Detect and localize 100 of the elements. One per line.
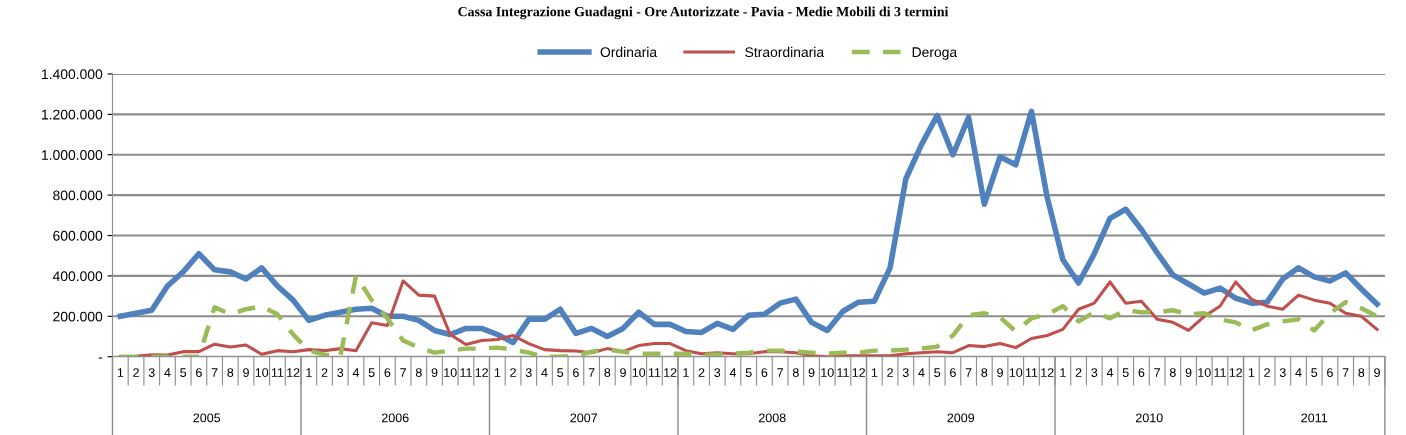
x-tick-label: 9 xyxy=(808,368,815,377)
text: 2008 xyxy=(758,413,786,423)
x-tick-label: 8 xyxy=(981,368,988,377)
x-tick-label: 3 xyxy=(902,368,909,377)
x-tick-label: 2 xyxy=(698,368,705,377)
x-tick-label: 6 xyxy=(384,368,391,377)
x-tick-label: 8 xyxy=(604,368,611,377)
x-tick-label: 3 xyxy=(1091,368,1098,377)
chart-title: Cassa Integrazione Guadagni - Ore Autorizzate - Pavia - Medie Mobili di 3 termini xyxy=(458,6,949,20)
x-tick-label: 10 xyxy=(255,368,269,377)
y-tick-label: 400.000 xyxy=(52,271,103,282)
x-tick-label: 2 xyxy=(1075,368,1082,377)
x-tick-label: 3 xyxy=(525,368,532,377)
y-tick-label: 800.000 xyxy=(53,190,103,201)
x-tick-label: 8 xyxy=(1358,368,1365,377)
x-tick-label: 9 xyxy=(620,368,626,377)
x-tick-label: 10 xyxy=(1009,368,1023,377)
legend-label: Straordinaria xyxy=(745,46,825,58)
x-tick-label: 1 xyxy=(1248,368,1255,377)
x-tick-label: 8 xyxy=(227,368,234,377)
x-tick-label: 12 xyxy=(1229,368,1242,377)
x-tick-label: 5 xyxy=(745,368,752,377)
x-tick-label: 7 xyxy=(777,368,783,377)
x-tick-label: 12 xyxy=(664,368,677,377)
x-tick-label: 1 xyxy=(871,368,878,377)
x-tick-label: 9 xyxy=(1374,368,1380,377)
x-tick-label: 7 xyxy=(965,368,972,377)
text: 2010 xyxy=(1136,413,1163,423)
y-tick-label: 1.200.000 xyxy=(42,109,103,120)
x-tick-label: 1 xyxy=(117,368,124,377)
x-tick-label: 7 xyxy=(1342,368,1349,377)
x-tick-label: 4 xyxy=(164,368,171,377)
x-tick-label: 4 xyxy=(352,368,360,377)
x-tick-label: 5 xyxy=(180,368,187,377)
x-tick-label: 3 xyxy=(1279,368,1286,377)
x-tick-label: 8 xyxy=(1169,368,1176,377)
x-tick-label: 6 xyxy=(1138,368,1145,377)
x-tick-label: 4 xyxy=(729,368,737,377)
x-tick-label: 5 xyxy=(1311,368,1318,377)
y-tick-label: 200.000 xyxy=(53,311,103,322)
x-tick-label: 12 xyxy=(475,368,488,377)
x-tick-label: 4 xyxy=(541,368,548,377)
x-tick-label: 1 xyxy=(683,368,689,377)
x-tick-label: 4 xyxy=(1106,368,1114,377)
x-tick-label: 7 xyxy=(211,368,218,377)
y-tick-label: 600.000 xyxy=(53,230,103,241)
y-tick-label: 1.400.000 xyxy=(42,69,103,80)
x-tick-label: 8 xyxy=(792,368,799,377)
x-tick-label: 12 xyxy=(852,368,865,377)
x-tick-label: 8 xyxy=(415,368,422,377)
x-tick-label: 3 xyxy=(148,368,155,377)
x-tick-label: 11 xyxy=(460,368,472,377)
x-tick-label: 10 xyxy=(821,368,834,377)
x-tick-label: 4 xyxy=(1295,368,1302,377)
x-tick-label: 5 xyxy=(557,368,564,377)
x-tick-label: 12 xyxy=(287,368,300,377)
x-tick-label: 6 xyxy=(196,368,202,377)
x-tick-label: 6 xyxy=(761,368,768,377)
x-tick-label: 9 xyxy=(997,368,1003,377)
x-tick-label: 11 xyxy=(1025,368,1038,377)
text: 2009 xyxy=(947,413,975,423)
x-tick-label: 6 xyxy=(573,368,579,377)
x-tick-label: 1 xyxy=(306,368,312,377)
x-tick-label: 2 xyxy=(887,368,893,377)
x-tick-label: 9 xyxy=(1185,368,1192,377)
x-tick-label: 1 xyxy=(494,368,501,377)
y-tick-label: 1.000.000 xyxy=(42,150,103,160)
x-tick-label: 9 xyxy=(431,368,438,377)
x-tick-label: 4 xyxy=(918,368,925,377)
y-tick-label: - xyxy=(98,357,103,359)
x-tick-label: 11 xyxy=(271,368,284,377)
x-tick-label: 5 xyxy=(1122,368,1129,377)
x-tick-label: 1 xyxy=(1060,368,1066,377)
legend-label: Deroga xyxy=(912,47,958,60)
x-tick-label: 3 xyxy=(714,368,721,377)
x-tick-label: 7 xyxy=(588,368,595,377)
x-tick-label: 2 xyxy=(321,368,328,377)
x-tick-label: 9 xyxy=(243,368,249,377)
x-tick-label: 10 xyxy=(632,368,646,377)
x-tick-label: 11 xyxy=(837,368,849,377)
x-tick-label: 11 xyxy=(648,368,661,377)
text: 2011 xyxy=(1301,413,1328,423)
legend-label: Ordinaria xyxy=(600,46,658,58)
x-tick-label: 12 xyxy=(1041,368,1054,377)
x-tick-label: 7 xyxy=(400,368,406,377)
x-tick-label: 2 xyxy=(1264,368,1270,377)
x-tick-label: 11 xyxy=(1214,368,1226,377)
x-tick-label: 10 xyxy=(444,368,457,377)
x-tick-label: 5 xyxy=(368,368,375,377)
x-tick-label: 5 xyxy=(934,368,941,377)
x-tick-label: 2 xyxy=(133,368,139,377)
x-tick-label: 6 xyxy=(1327,368,1333,377)
x-tick-label: 3 xyxy=(337,368,344,377)
text: 2005 xyxy=(193,413,221,423)
text: 2006 xyxy=(381,413,409,423)
text: 2007 xyxy=(570,413,598,423)
x-tick-label: 7 xyxy=(1154,368,1160,377)
x-tick-label: 6 xyxy=(950,368,956,377)
x-tick-label: 10 xyxy=(1198,368,1211,377)
x-tick-label: 2 xyxy=(510,368,516,377)
